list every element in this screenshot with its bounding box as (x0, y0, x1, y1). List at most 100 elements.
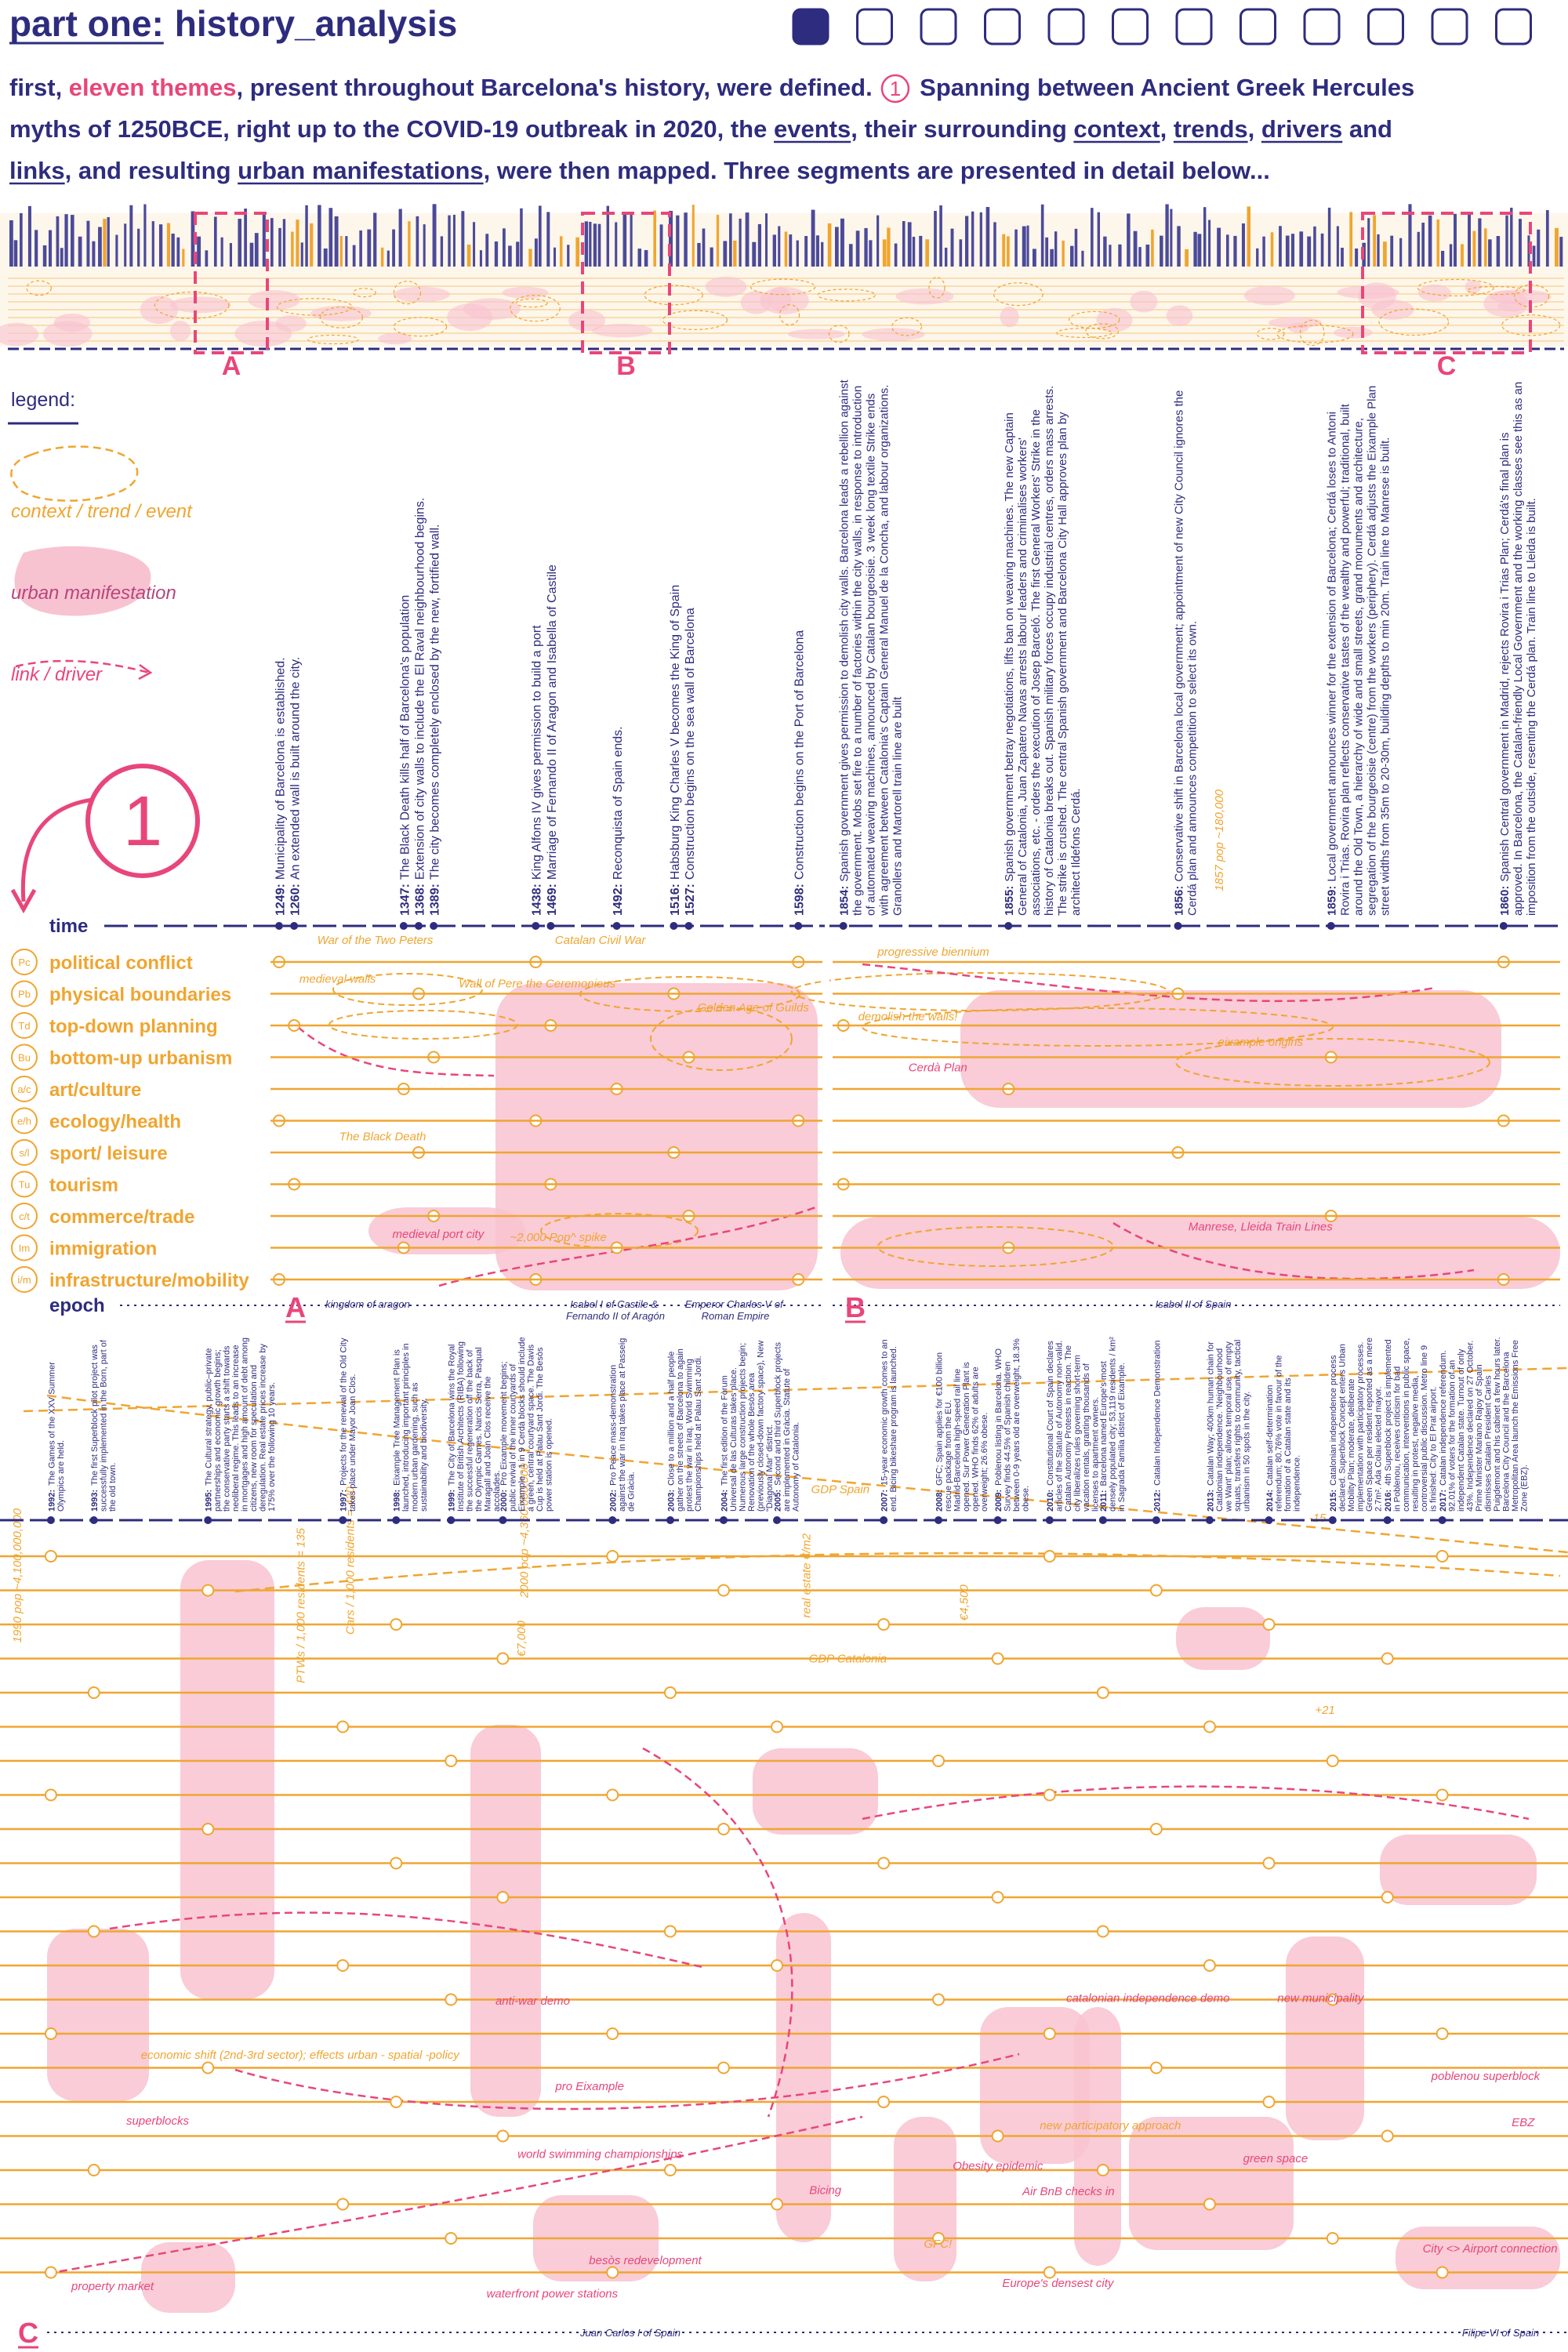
overview-bar (1307, 236, 1312, 267)
overview-bar (1032, 249, 1036, 267)
event-year: 2004: (720, 1490, 729, 1512)
segment-frame (194, 212, 269, 354)
theme-code: Pb (18, 989, 31, 1000)
page-indicator[interactable] (1303, 8, 1341, 45)
annotation: Catalan Civil War (555, 934, 647, 947)
text-line: Spanish Central government in Madrid, re… (1498, 429, 1512, 881)
row-marker (991, 1652, 1004, 1665)
row-marker (1043, 2266, 1056, 2279)
intro-segment: eleven themes (69, 74, 237, 101)
urban-blob (840, 1217, 1560, 1289)
row-marker (44, 2266, 57, 2279)
context-loop (877, 1226, 1114, 1267)
text-line: squats, transfers rights to community, t… (1233, 1338, 1243, 1512)
text-line: in mortgages and high amount of debt amo… (241, 1335, 250, 1512)
intro-segment: drivers (1261, 115, 1342, 143)
page-indicator[interactable] (1112, 8, 1149, 45)
overview-bar (485, 234, 489, 267)
text-line: Universal de las Culturas takes place. (729, 1365, 739, 1512)
text-line: densely populated city; 53,119 residents… (1109, 1334, 1118, 1512)
text-line: Extension of city walls to include the E… (413, 498, 426, 880)
overview-bar (448, 215, 451, 267)
intro-segment: trends (1174, 115, 1248, 143)
overview-bar (733, 240, 737, 267)
overview-bar (1026, 225, 1029, 267)
text-line: are implemented in Gràcia. Statute of (782, 1367, 792, 1512)
page-indicator[interactable] (1175, 8, 1213, 45)
urban-blob (1396, 2227, 1560, 2289)
text-line: Catalan Independence Demonstration (1152, 1341, 1162, 1486)
text-line: Pro Peace mass-demonstration (609, 1363, 619, 1486)
text-line: "Diagonal Mar" district. (765, 1425, 775, 1512)
annotation: world swimming championships (517, 2147, 683, 2161)
text-line: gather on the streets of Barcelona to ag… (676, 1346, 685, 1512)
row-marker (44, 1550, 57, 1563)
annotation: €7,000 (515, 1620, 528, 1657)
context-loop (1175, 1038, 1490, 1087)
text-line: Metropolitan Area launch the Emissions F… (1511, 1338, 1520, 1512)
event-dot (612, 922, 621, 930)
overview-bar (20, 212, 23, 267)
overview-blob (1337, 285, 1399, 299)
page-indicator[interactable] (1240, 8, 1276, 45)
link-arrow (862, 1785, 1530, 1820)
overview-bar (925, 239, 929, 267)
text-line: The Black Death kills half of Barcelona'… (398, 595, 412, 880)
row-label-epoch: epoch (49, 1295, 105, 1316)
page-indicator[interactable] (1047, 8, 1085, 45)
annotation: Cerdà Plan (909, 1062, 967, 1075)
overview-bar (42, 245, 47, 267)
page-indicator[interactable] (792, 8, 829, 45)
epoch-label: Isabel I of Castile & Fernando II of Ara… (566, 1298, 665, 1322)
overview-blob (1483, 290, 1529, 318)
event-dot (430, 922, 438, 930)
overview-bar (985, 207, 990, 267)
overview-loop (993, 282, 1044, 307)
row-marker (201, 2061, 215, 2074)
theme-badge (11, 1044, 38, 1071)
overview-bar (1091, 208, 1094, 267)
event-text: Construction begins on the Port of Barce… (793, 630, 807, 880)
page-indicator[interactable] (920, 8, 957, 45)
overview-loop (393, 281, 422, 305)
text-line: Championships held at Palau Sant Jordi. (694, 1356, 703, 1512)
text-line: 175% over the following 10 years. (267, 1382, 277, 1512)
overview-bar (323, 248, 328, 267)
overview-bar (229, 243, 233, 267)
page-indicator[interactable] (856, 8, 893, 45)
annotation: catalonian independence demo (1066, 1991, 1230, 2005)
event-year: 1999: (448, 1490, 457, 1512)
page-indicator[interactable] (1495, 8, 1532, 45)
event-dot (1098, 1516, 1107, 1524)
overview-bar (1399, 238, 1403, 267)
link-arrow (438, 1206, 816, 1287)
overview-blob (53, 313, 91, 332)
overview-bar (702, 228, 706, 267)
page-indicator[interactable] (984, 8, 1021, 45)
page-indicator[interactable] (1367, 8, 1404, 45)
overview-bar (1262, 236, 1265, 267)
overview-blob (895, 288, 954, 305)
segment-label: A (222, 351, 241, 381)
overview-loop (1299, 319, 1325, 347)
intro-segment: links (9, 157, 65, 184)
row-marker (991, 1891, 1004, 1904)
event-dot (415, 922, 423, 930)
overview-blob (310, 306, 372, 321)
page-indicator[interactable] (1431, 8, 1468, 45)
text-line: Numerous large construction projects beg… (738, 1341, 747, 1512)
overview-bar (220, 237, 223, 267)
text-line: Fernando II of Aragón (566, 1310, 665, 1322)
event-dot (532, 922, 540, 930)
row-marker (771, 2198, 784, 2211)
event-text: 4th Superblock project is implemented in… (1384, 1336, 1439, 1512)
text-line: communication, interventions in public s… (1402, 1336, 1411, 1512)
overview-blob (1166, 305, 1193, 326)
text-line: de Gràcia. (627, 1472, 637, 1512)
annotation: property market (71, 2280, 154, 2293)
event-year: 1854: (838, 886, 851, 916)
overview-bar (1484, 228, 1487, 267)
overview-bar (1436, 219, 1440, 267)
overview-bar (249, 242, 254, 267)
